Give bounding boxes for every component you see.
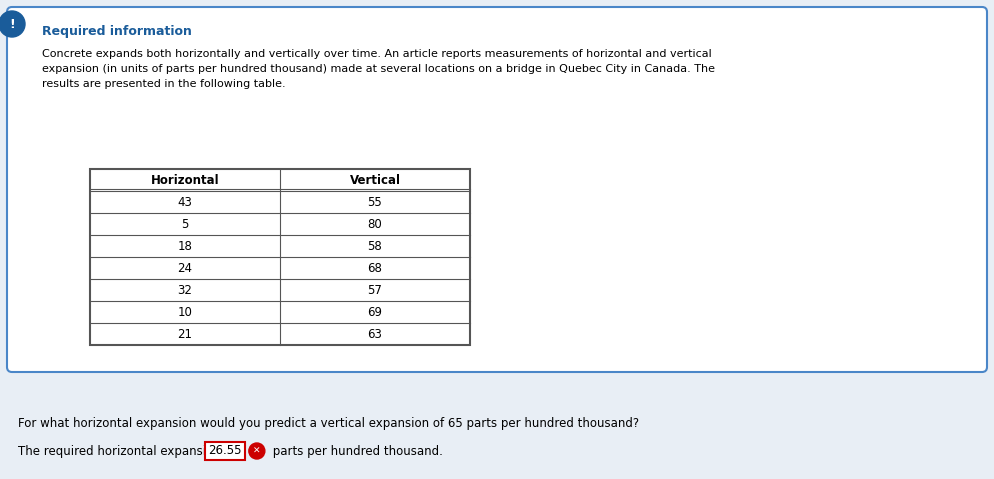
Text: 21: 21 bbox=[178, 328, 193, 341]
Text: 55: 55 bbox=[368, 195, 383, 208]
Text: 26.55: 26.55 bbox=[208, 445, 242, 457]
Text: parts per hundred thousand.: parts per hundred thousand. bbox=[268, 445, 442, 457]
Text: For what horizontal expansion would you predict a vertical expansion of 65 parts: For what horizontal expansion would you … bbox=[18, 418, 639, 431]
Circle shape bbox=[248, 443, 264, 459]
Text: The required horizontal expansion is: The required horizontal expansion is bbox=[18, 445, 238, 457]
Bar bbox=[205, 442, 245, 460]
Text: 43: 43 bbox=[178, 195, 193, 208]
Text: Vertical: Vertical bbox=[350, 173, 401, 186]
Text: 80: 80 bbox=[368, 217, 383, 230]
Text: Required information: Required information bbox=[42, 24, 192, 37]
Text: ✕: ✕ bbox=[253, 446, 260, 456]
Text: 63: 63 bbox=[368, 328, 383, 341]
Text: expansion (in units of parts per hundred thousand) made at several locations on : expansion (in units of parts per hundred… bbox=[42, 64, 715, 74]
Text: Concrete expands both horizontally and vertically over time. An article reports : Concrete expands both horizontally and v… bbox=[42, 49, 712, 59]
Text: 5: 5 bbox=[181, 217, 189, 230]
Text: 10: 10 bbox=[178, 306, 193, 319]
Text: 32: 32 bbox=[178, 284, 193, 297]
Circle shape bbox=[0, 11, 25, 37]
Text: 57: 57 bbox=[368, 284, 383, 297]
Text: 24: 24 bbox=[178, 262, 193, 274]
Text: Horizontal: Horizontal bbox=[151, 173, 220, 186]
Text: 58: 58 bbox=[368, 240, 383, 252]
Text: results are presented in the following table.: results are presented in the following t… bbox=[42, 79, 285, 89]
Text: 68: 68 bbox=[368, 262, 383, 274]
Text: 18: 18 bbox=[178, 240, 193, 252]
Bar bbox=[90, 169, 470, 345]
Bar bbox=[90, 169, 470, 345]
Text: 69: 69 bbox=[368, 306, 383, 319]
Text: !: ! bbox=[9, 18, 15, 31]
FancyBboxPatch shape bbox=[7, 7, 987, 372]
